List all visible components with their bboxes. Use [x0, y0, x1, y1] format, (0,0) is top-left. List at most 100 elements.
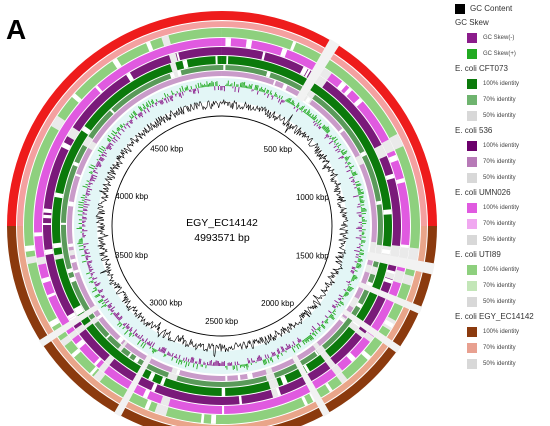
- gc-skew-spike: [107, 135, 113, 140]
- gc-skew-spike: [125, 124, 127, 126]
- gc-skew-spike: [159, 349, 161, 352]
- gc-skew-spike: [311, 325, 317, 331]
- gc-skew-spike: [110, 132, 116, 137]
- gc-skew-spike: [126, 123, 131, 128]
- identity-gap: [176, 369, 181, 375]
- gc-skew-spike: [320, 324, 325, 329]
- gc-skew-spike: [334, 308, 336, 311]
- gc-skew-spike: [185, 361, 188, 368]
- gc-skew-spike: [185, 86, 188, 91]
- gc-skew-spike: [339, 148, 341, 151]
- gc-skew-spike: [324, 127, 330, 132]
- identity-gap: [396, 178, 405, 184]
- gc-skew-spike: [142, 103, 147, 109]
- identity-gap: [386, 269, 396, 275]
- gc-skew-spike: [301, 340, 306, 345]
- gc-skew-spike: [276, 354, 279, 360]
- gc-skew-spike: [352, 181, 355, 183]
- legend-item: 70% identity: [455, 92, 550, 108]
- gc-skew-spike: [115, 313, 120, 318]
- identity-gap: [336, 372, 348, 384]
- identity-gap: [34, 232, 43, 237]
- gc-skew-spike: [317, 119, 322, 124]
- identity-gap: [200, 413, 205, 424]
- genome-length: 4993571 bp: [194, 232, 250, 244]
- gc-skew-spike: [280, 352, 283, 356]
- gc-skew-spike: [349, 165, 355, 169]
- identity-gap: [60, 335, 72, 347]
- gc-skew-spike: [170, 95, 174, 102]
- identity-gap: [338, 128, 345, 134]
- gc-skew-spike: [254, 84, 257, 90]
- gc-skew-spike: [94, 293, 100, 297]
- gc-skew-spike: [171, 356, 174, 361]
- identity-gap: [361, 350, 371, 360]
- gc-skew-spike: [163, 98, 166, 101]
- gc-skew-spike: [337, 303, 341, 307]
- gc-skew-spike: [270, 356, 274, 363]
- gc-skew-spike: [175, 358, 179, 364]
- gc-skew-spike: [161, 97, 164, 100]
- gc-skew-spike: [355, 180, 360, 184]
- gc-skew-spike: [145, 102, 150, 107]
- identity-gap: [44, 248, 54, 256]
- gc-skew-spike: [93, 281, 97, 284]
- gc-skew-spike: [340, 149, 345, 153]
- gc-skew-spike: [88, 183, 91, 185]
- gc-skew-spike: [356, 262, 362, 266]
- identity-gap: [355, 328, 366, 338]
- gc-skew-spike: [180, 360, 183, 365]
- gc-skew-spike: [143, 109, 147, 114]
- identity-gap: [93, 357, 102, 366]
- gc-skew-spike: [248, 84, 250, 89]
- gc-skew-spike: [109, 142, 114, 146]
- gc-skew-spike: [98, 288, 104, 293]
- identity-gap: [71, 348, 81, 358]
- gc-skew-spike: [313, 116, 317, 121]
- gc-skew-spike: [345, 158, 350, 161]
- gc-skew-spike: [129, 115, 133, 120]
- gc-skew-spike: [312, 114, 317, 120]
- identity-gap: [75, 324, 86, 335]
- tick-label: 3000 kbp: [149, 299, 182, 308]
- gc-skew-spike: [318, 126, 322, 130]
- gc-skew-spike: [324, 126, 329, 131]
- gc-skew-spike: [142, 339, 145, 342]
- identity-gap: [154, 403, 169, 417]
- identity-gap: [52, 242, 62, 249]
- gc-skew-spike: [281, 99, 284, 103]
- gc-skew-spike: [299, 106, 304, 111]
- gc-skew-spike: [356, 246, 361, 249]
- gc-skew-spike: [241, 82, 243, 88]
- gc-skew-spike: [88, 166, 95, 170]
- identity-gap: [400, 244, 410, 249]
- gc-skew-spike: [295, 344, 300, 350]
- panel-label: A: [6, 14, 27, 45]
- gc-skew-spike: [101, 295, 105, 298]
- gc-skew-spike: [165, 354, 167, 357]
- identity-gap: [388, 154, 399, 163]
- identity-gap: [114, 58, 122, 68]
- identity-gap: [315, 345, 326, 355]
- gc-skew-spike: [97, 149, 103, 154]
- identity-gap: [225, 375, 228, 381]
- gc-skew-spike: [82, 185, 88, 188]
- gc-skew-spike: [328, 310, 332, 314]
- gc-skew-spike: [345, 160, 348, 162]
- gc-skew-spike: [179, 87, 182, 93]
- gc-skew-spike: [329, 135, 332, 138]
- gc-skew-spike: [134, 116, 138, 120]
- gc-skew-spike: [321, 320, 324, 323]
- gc-skew-spike: [306, 336, 310, 340]
- gc-skew-spike: [154, 102, 158, 106]
- gc-skew-spike: [256, 90, 259, 95]
- gc-skew-spike: [104, 149, 107, 151]
- gc-skew-spike: [274, 92, 277, 97]
- identity-gap: [384, 319, 394, 328]
- gc-skew-spike: [128, 332, 132, 336]
- legend-item-label: 50% identity: [483, 299, 516, 305]
- gc-skew-spike: [90, 176, 97, 180]
- identity-gap: [169, 62, 178, 73]
- identity-gap: [61, 142, 71, 151]
- gc-skew-spike: [187, 358, 190, 362]
